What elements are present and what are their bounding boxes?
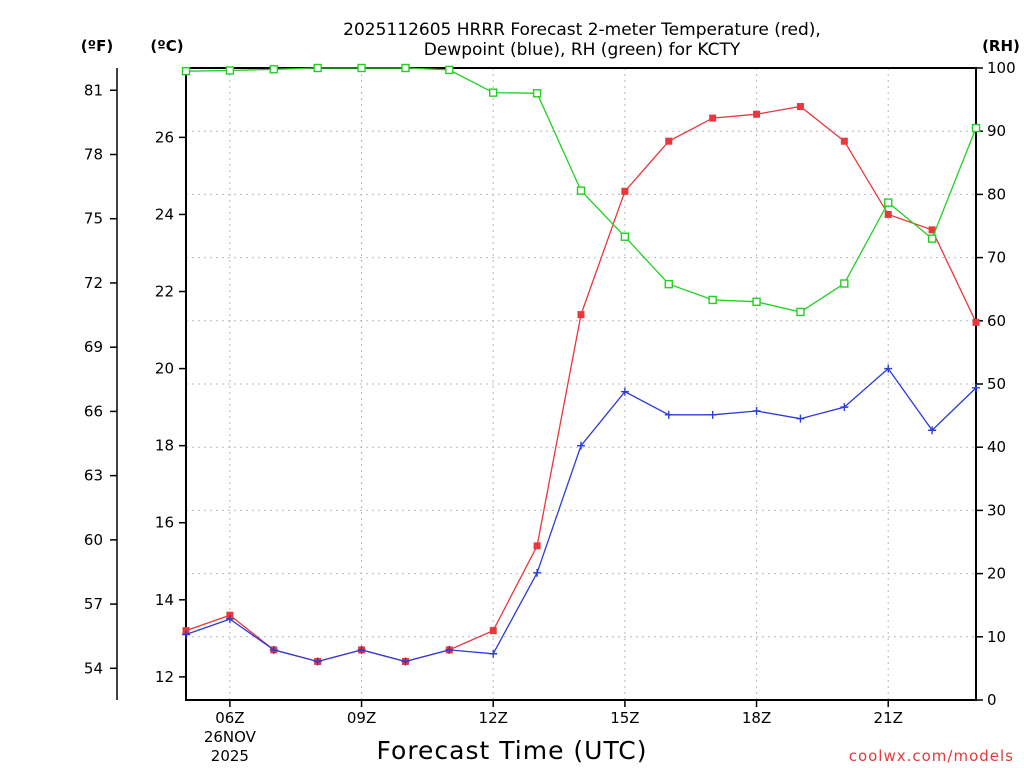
rh-tick-label: 30 <box>987 501 1006 519</box>
temperature-point <box>709 114 717 122</box>
dewpoint-point <box>313 657 322 666</box>
celsius-tick-label: 16 <box>155 514 174 532</box>
celsius-unit-label: (ºC) <box>150 37 183 55</box>
rh-point <box>971 123 981 133</box>
dewpoint-point <box>752 406 761 415</box>
rh-tick-label: 20 <box>987 565 1006 583</box>
series-layer <box>181 63 981 666</box>
rh-tick-label: 50 <box>987 375 1006 393</box>
x-year-label: 2025 <box>211 747 249 765</box>
rh-point <box>269 65 278 74</box>
dewpoint-point <box>972 383 980 392</box>
rh-tick-label: 0 <box>987 691 997 709</box>
dewpoint-point <box>664 410 673 419</box>
fahrenheit-tick-label: 54 <box>84 659 103 677</box>
rh-point <box>532 89 542 98</box>
dewpoint-point <box>884 364 893 373</box>
temperature-point <box>796 103 804 111</box>
rh-point <box>445 65 454 75</box>
dewpoint-line <box>185 367 977 663</box>
fahrenheit-tick-label: 72 <box>84 274 103 292</box>
x-tick-label: 21Z <box>874 709 903 727</box>
dewpoint-point <box>577 441 585 450</box>
rh-tick-label: 80 <box>987 185 1006 203</box>
rh-point <box>927 234 937 243</box>
rh-tick-label: 40 <box>987 438 1006 456</box>
temperature-point <box>928 226 936 234</box>
rh-tick-label: 70 <box>987 249 1006 267</box>
rh-point <box>489 88 498 97</box>
rh-point <box>708 295 717 305</box>
celsius-tick-label: 24 <box>155 205 174 223</box>
temperature-point <box>972 318 980 326</box>
temperature-point <box>665 137 673 145</box>
rh-point <box>620 232 630 241</box>
temperature-point <box>621 187 629 195</box>
x-tick-label: 12Z <box>479 709 508 727</box>
rh-point <box>181 66 191 76</box>
rh-tick-label: 100 <box>987 59 1016 77</box>
fahrenheit-tick-label: 57 <box>84 595 103 613</box>
temperature-point <box>753 110 761 118</box>
rh-point <box>225 66 235 75</box>
dewpoint-point <box>357 645 366 654</box>
dewpoint-point <box>796 414 805 423</box>
x-tick-label: 09Z <box>347 709 376 727</box>
rh-point <box>576 186 586 195</box>
x-date-label: 26NOV <box>204 728 257 746</box>
fahrenheit-tick-label: 81 <box>84 81 103 99</box>
temperature-point <box>840 137 848 145</box>
dewpoint-point <box>928 426 937 435</box>
rh-point <box>357 63 366 73</box>
dewpoint-point <box>182 630 190 639</box>
fahrenheit-tick-label: 75 <box>84 210 103 228</box>
fahrenheit-tick-label: 66 <box>84 402 103 420</box>
rh-point <box>884 198 893 207</box>
x-tick-label: 15Z <box>610 709 639 727</box>
dewpoint-point <box>840 403 849 412</box>
temperature-point <box>577 311 585 319</box>
x-tick-label: 18Z <box>742 709 771 727</box>
rh-point <box>796 307 805 317</box>
rh-point <box>664 279 673 289</box>
celsius-tick-label: 26 <box>155 128 174 146</box>
dewpoint-point <box>445 645 454 654</box>
rh-point <box>401 63 410 73</box>
celsius-tick-label: 20 <box>155 360 174 378</box>
dewpoint-point <box>708 410 717 419</box>
fahrenheit-tick-label: 69 <box>84 338 103 356</box>
dewpoint-point <box>533 568 542 577</box>
rh-tick-label: 90 <box>987 122 1006 140</box>
x-tick-label: 06Z <box>215 709 244 727</box>
rh-tick-label: 10 <box>987 628 1006 646</box>
rh-unit-label: (RH) <box>982 37 1020 55</box>
fahrenheit-tick-label: 60 <box>84 531 103 549</box>
dewpoint-point <box>269 645 278 654</box>
dewpoint-point <box>225 615 234 624</box>
celsius-tick-label: 14 <box>155 591 174 609</box>
rh-point <box>313 63 322 73</box>
credit-text: coolwx.com/models <box>849 747 1014 765</box>
temperature-point <box>884 210 892 218</box>
celsius-tick-label: 12 <box>155 668 174 686</box>
x-axis-title: Forecast Time (UTC) <box>377 736 648 765</box>
chart-title-line-1: 2025112605 HRRR Forecast 2-meter Tempera… <box>343 20 821 40</box>
dewpoint-point <box>401 657 410 666</box>
fahrenheit-tick-label: 63 <box>84 467 103 485</box>
chart-title-line-2: Dewpoint (blue), RH (green) for KCTY <box>424 40 741 60</box>
temperature-point <box>533 542 541 550</box>
fahrenheit-unit-label: (ºF) <box>81 37 113 55</box>
dewpoint-point <box>620 387 629 396</box>
temperature-point <box>489 627 497 635</box>
dewpoint-point <box>489 649 498 658</box>
rh-tick-label: 60 <box>987 312 1006 330</box>
rh-point <box>752 297 761 307</box>
celsius-tick-label: 22 <box>155 283 174 301</box>
fahrenheit-tick-label: 78 <box>84 145 103 163</box>
rh-point <box>840 279 849 288</box>
celsius-tick-label: 18 <box>155 437 174 455</box>
